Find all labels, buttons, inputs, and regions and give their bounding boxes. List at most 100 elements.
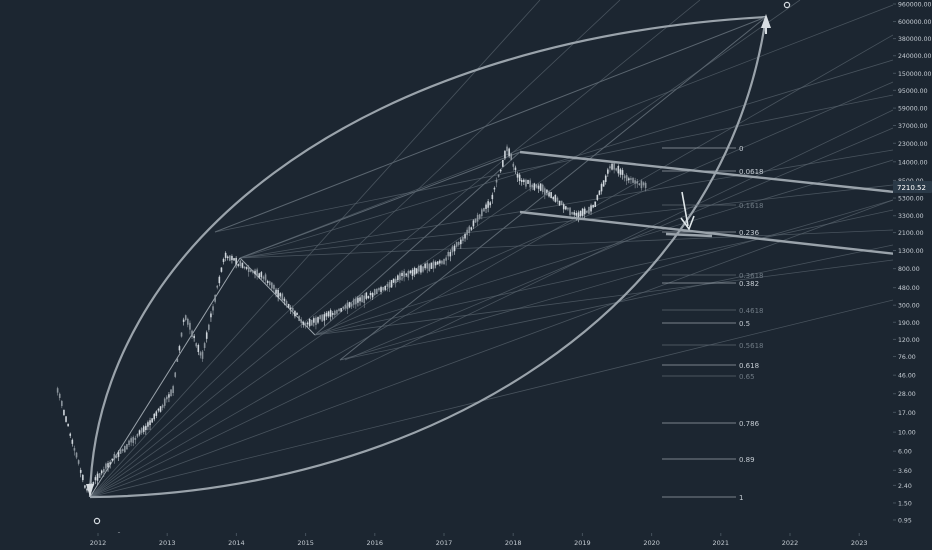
candle (413, 267, 416, 275)
markers-layer (86, 1, 791, 536)
candle (151, 418, 153, 423)
fan-line-17 (314, 259, 894, 336)
candle (426, 262, 429, 269)
candle (296, 312, 298, 315)
candle (644, 182, 647, 189)
candle (571, 212, 573, 215)
candle (180, 332, 183, 337)
candle (166, 396, 168, 400)
candle (205, 332, 208, 339)
candle (308, 319, 311, 327)
candle (502, 159, 504, 167)
y-tick-label: 46.00 (898, 373, 916, 380)
fan-line-14 (314, 81, 894, 336)
fib-label-0.618: 0.618 (739, 362, 759, 370)
candle (235, 257, 237, 265)
candle (103, 468, 105, 473)
candle (623, 175, 626, 179)
candle (472, 220, 475, 227)
y-tick-label: 3300.00 (898, 213, 924, 220)
candle (636, 181, 639, 184)
candle (455, 242, 458, 247)
arc-layer (88, 15, 768, 499)
candle (136, 434, 139, 437)
fan-line-3 (89, 0, 801, 498)
candle (386, 283, 389, 287)
price-axis[interactable]: 960000.00 600000.00 380000.00 240000.00 1500… (893, 0, 932, 550)
candle (195, 343, 198, 347)
candle (583, 208, 586, 215)
candle (149, 420, 151, 426)
candle (470, 227, 473, 230)
y-tick-label: 1300.00 (898, 248, 924, 255)
candle (132, 437, 135, 443)
y-tick-label: 120.00 (898, 337, 920, 344)
candle (73, 448, 76, 451)
candle (632, 177, 634, 183)
candle (273, 285, 275, 290)
candle (506, 146, 508, 152)
candle (640, 180, 643, 189)
candle (71, 439, 74, 444)
candle (527, 179, 529, 184)
candle (569, 207, 571, 216)
time-axis[interactable]: 2012 2013 2014 2015 2016 2017 2018 2019 2020 2021… (0, 533, 932, 550)
candle (464, 234, 466, 239)
candle (493, 187, 496, 190)
candle (586, 210, 588, 213)
candle (462, 236, 464, 241)
candle (594, 201, 597, 207)
candle (390, 280, 393, 288)
fan-lines-layer (89, 0, 894, 498)
candle (613, 163, 615, 170)
candle (476, 214, 479, 222)
candle (615, 168, 618, 171)
candle (174, 372, 177, 377)
candle (483, 207, 485, 212)
candle (63, 409, 65, 416)
candle (134, 437, 137, 440)
candle (294, 311, 296, 317)
y-tick-label: 28.00 (898, 391, 916, 398)
candle (155, 411, 158, 416)
fib-label-0.382: 0.382 (739, 280, 759, 288)
candle (210, 313, 212, 318)
candle (61, 401, 63, 407)
candle (544, 188, 546, 196)
fan-line-18 (344, 127, 894, 361)
candle (170, 389, 172, 397)
fib-label-0.1618: 0.1618 (739, 202, 764, 210)
candle (439, 260, 441, 264)
candle (58, 393, 61, 398)
fib-label-0.3618: 0.3618 (739, 272, 764, 280)
candle (302, 321, 305, 325)
candle (222, 258, 225, 262)
candle (512, 163, 515, 167)
candle (65, 416, 67, 422)
x-tick-label: 2014 (228, 539, 245, 547)
candle (510, 153, 513, 161)
candle (411, 269, 414, 276)
candle (531, 184, 534, 188)
fib-label-0.236: 0.236 (739, 229, 760, 237)
candle (340, 308, 342, 312)
candle (214, 294, 216, 302)
candle (268, 281, 271, 286)
candle (323, 314, 326, 321)
down-arrow-shaft (681, 191, 689, 227)
time-axis-bg (0, 533, 932, 550)
candle (277, 290, 279, 298)
candle (77, 460, 80, 464)
y-tick-label: 76.00 (898, 354, 916, 361)
candle (243, 266, 246, 269)
candle (565, 206, 567, 210)
candle (518, 174, 521, 182)
candle (317, 317, 319, 323)
fib-label-0.65: 0.65 (739, 373, 755, 381)
candle (109, 462, 111, 465)
candle (96, 473, 99, 481)
candle (384, 285, 387, 290)
candle (617, 165, 620, 174)
